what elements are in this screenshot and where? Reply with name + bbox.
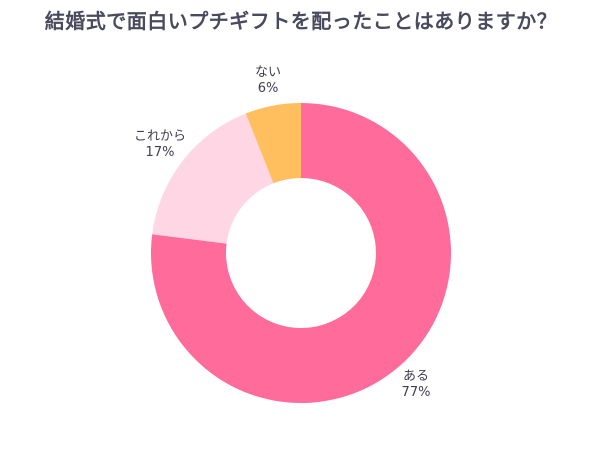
slice-value-label-1: 77% — [402, 385, 431, 400]
slice-label-1: ある — [403, 369, 429, 384]
slice-value-label-3: 6% — [258, 81, 279, 96]
slice-label-3: ない — [255, 65, 281, 80]
slice-2 — [152, 113, 274, 244]
chart-title: 結婚式で面白いプチギフトを配ったことはありますか？ — [44, 9, 558, 33]
slice-label-2: これから — [134, 129, 186, 144]
slice-3 — [245, 103, 301, 184]
slice-1 — [151, 103, 452, 403]
slice-value-label-2: 17% — [146, 145, 175, 160]
donut-slices — [151, 103, 452, 403]
